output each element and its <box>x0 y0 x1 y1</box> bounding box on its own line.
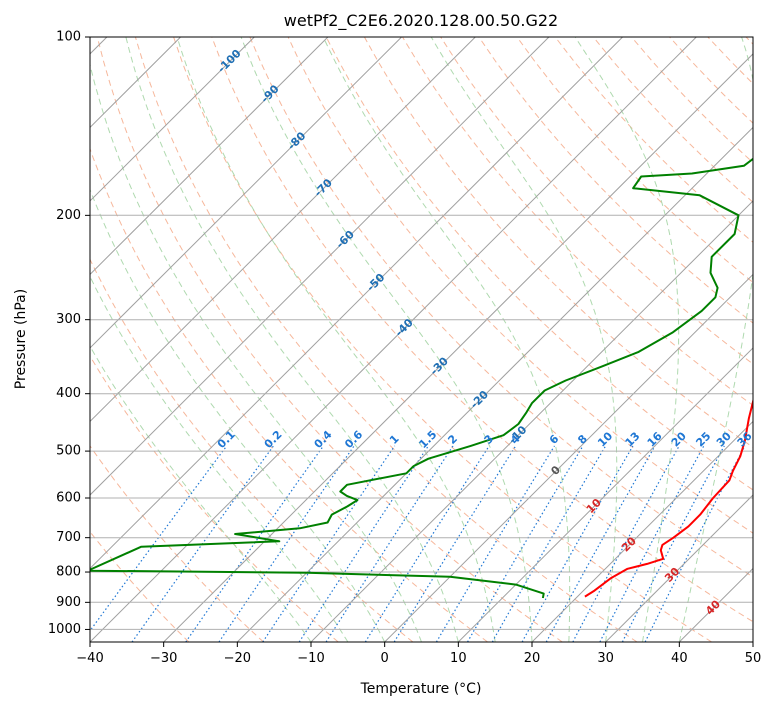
mixing-ratio-line <box>466 445 584 642</box>
sounding-series <box>90 157 753 599</box>
isotherm-line <box>90 37 623 570</box>
y-tick-label: 900 <box>56 595 81 610</box>
moist-adiabat <box>574 37 680 642</box>
y-tick-label: 200 <box>56 208 81 223</box>
dry-adiabat <box>249 37 753 578</box>
temperature-line <box>584 397 753 598</box>
x-tick-label: −40 <box>76 651 103 666</box>
x-tick-label: −30 <box>150 651 177 666</box>
x-axis-label: Temperature (°C) <box>360 681 482 697</box>
chart-title: wetPf2_C2E6.2020.128.00.50.G22 <box>284 11 558 31</box>
mixing-ratio-line <box>298 445 429 642</box>
moist-adiabat <box>90 275 349 642</box>
isotherm-line <box>531 420 753 642</box>
y-tick-label: 400 <box>56 386 81 401</box>
dry-adiabat <box>90 258 414 642</box>
dry-adiabat <box>173 37 712 642</box>
plot-background <box>90 37 753 642</box>
y-tick-label: 300 <box>56 312 81 327</box>
x-tick-label: −10 <box>297 651 324 666</box>
y-tick-label: 1000 <box>48 622 81 637</box>
y-tick-label: 100 <box>56 30 81 45</box>
dry-adiabat <box>325 37 753 491</box>
moist-adiabat <box>90 62 422 642</box>
mixing-ratio-line <box>131 445 274 642</box>
x-axis: −40 −30 −20 −10 0 10 20 30 40 50 <box>76 642 761 666</box>
pressure-gridlines <box>90 37 753 630</box>
isotherm-line <box>605 494 753 642</box>
isotherm-line <box>310 200 753 642</box>
x-tick-label: 20 <box>524 651 541 666</box>
isotherm-line <box>90 37 697 642</box>
mixing-ratio-line <box>521 445 634 642</box>
x-tick-label: 40 <box>671 651 688 666</box>
moist-adiabat <box>678 37 753 642</box>
mixing-ratio-line <box>435 445 556 642</box>
mixing-ratio-line <box>621 445 725 642</box>
isotherm-line <box>752 641 753 642</box>
isotherm-line <box>90 37 329 276</box>
isotherm-line <box>457 347 753 642</box>
y-axis-label: Pressure (hPa) <box>13 289 29 389</box>
dry-adiabat <box>287 37 753 534</box>
isotherm-line <box>90 37 402 349</box>
dry-adiabat <box>211 37 753 623</box>
plot-frame <box>89 36 754 643</box>
mixing-ratio-line <box>644 445 746 642</box>
y-tick-label: 700 <box>56 530 81 545</box>
x-tick-label: 50 <box>745 651 762 666</box>
moist-adiabat <box>90 188 386 642</box>
dry-adiabat <box>96 37 563 642</box>
y-tick-label: 800 <box>56 565 81 580</box>
isotherm-line <box>384 273 753 642</box>
isotherm-line <box>90 37 476 423</box>
moist-adiabat <box>176 37 496 642</box>
y-tick-label: 600 <box>56 491 81 506</box>
mixing-ratio-line <box>364 445 490 642</box>
mixing-ratio-line <box>262 445 396 642</box>
isotherm-line <box>90 37 550 496</box>
isotherm-line <box>236 126 753 642</box>
background-lines <box>90 37 753 642</box>
y-axis: 1000 900 800 700 600 500 400 300 200 100 <box>48 30 90 637</box>
dry-adiabat <box>516 37 753 284</box>
moist-adiabat <box>125 37 459 642</box>
x-tick-label: 0 <box>381 651 389 666</box>
dry-adiabat <box>90 445 264 642</box>
x-tick-label: 10 <box>450 651 467 666</box>
moist-adiabat <box>430 37 618 642</box>
moist-adiabat <box>240 37 533 642</box>
isotherm-line <box>90 37 255 202</box>
dry-adiabat <box>134 37 638 642</box>
mixing-ratio-line <box>325 445 454 642</box>
mixing-ratio-line <box>545 445 656 642</box>
mixing-ratio-line <box>218 445 355 642</box>
x-tick-label: −20 <box>224 651 251 666</box>
dewpoint-line <box>90 157 753 599</box>
moist-adiabat <box>322 37 571 642</box>
mixing-ratio-line <box>185 445 324 642</box>
dry-adiabat <box>90 355 339 642</box>
y-tick-label: 500 <box>56 444 81 459</box>
x-tick-label: 30 <box>597 651 614 666</box>
